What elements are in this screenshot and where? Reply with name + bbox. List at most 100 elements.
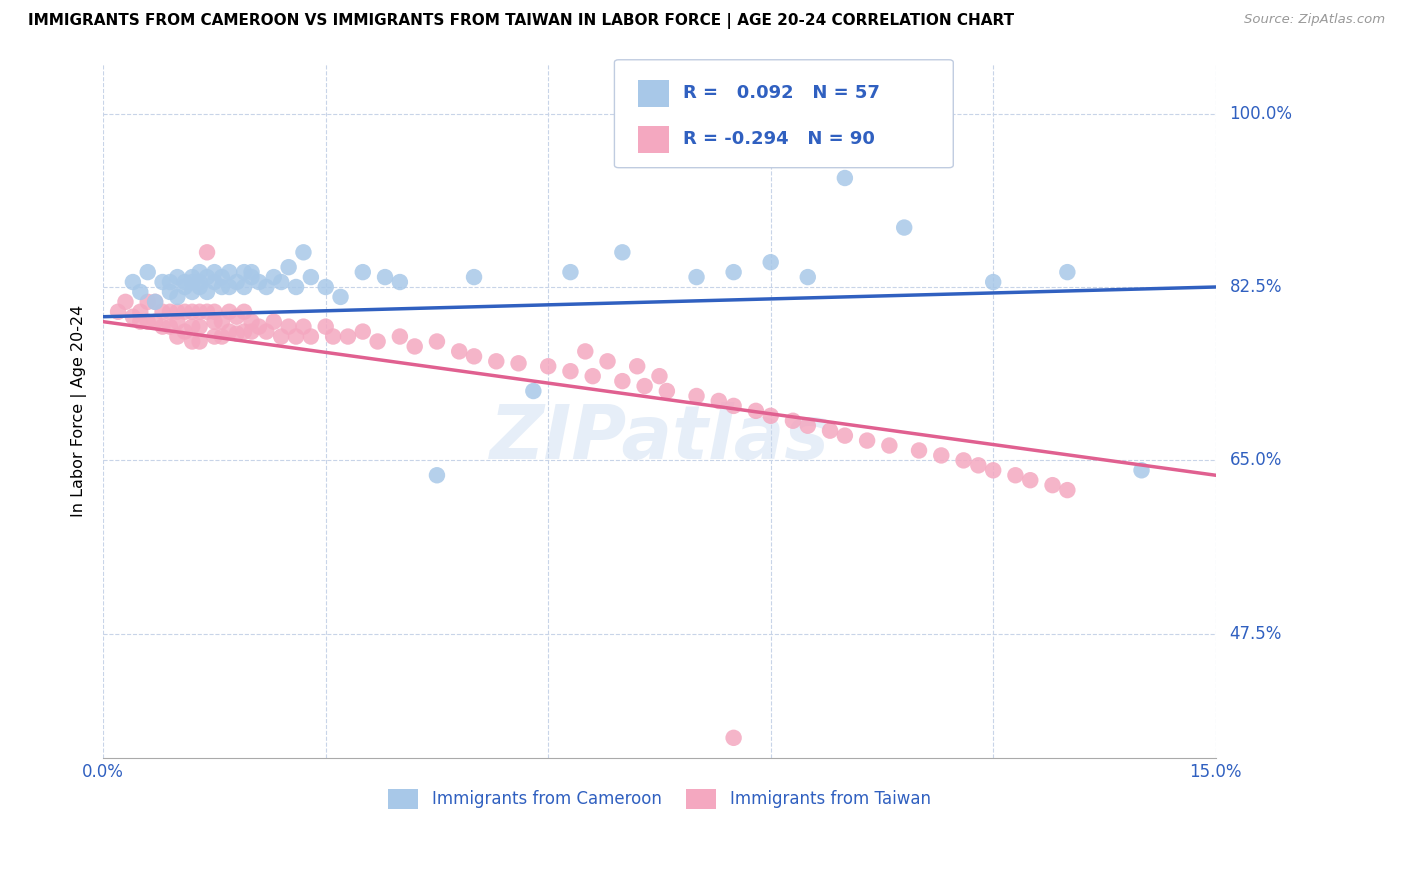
Point	[270, 329, 292, 343]
Point	[188, 280, 211, 294]
Point	[299, 329, 322, 343]
Point	[277, 260, 299, 275]
Point	[181, 305, 204, 319]
Point	[759, 255, 782, 269]
Point	[485, 354, 508, 368]
Point	[166, 329, 188, 343]
Point	[388, 275, 411, 289]
Point	[574, 344, 596, 359]
Point	[981, 463, 1004, 477]
Point	[188, 305, 211, 319]
Point	[173, 280, 195, 294]
Point	[152, 275, 174, 289]
Point	[1019, 473, 1042, 487]
Point	[856, 434, 879, 448]
Point	[204, 275, 226, 289]
Point	[633, 379, 655, 393]
Point	[195, 305, 218, 319]
Point	[426, 334, 449, 349]
Point	[508, 356, 530, 370]
Point	[188, 319, 211, 334]
Point	[560, 265, 582, 279]
Point	[225, 310, 247, 324]
Point	[285, 329, 308, 343]
Point	[204, 315, 226, 329]
Point	[233, 325, 256, 339]
Point	[596, 354, 619, 368]
Point	[797, 270, 820, 285]
Point	[211, 280, 233, 294]
Point	[122, 275, 145, 289]
Point	[136, 294, 159, 309]
Point	[322, 329, 344, 343]
Point	[612, 245, 634, 260]
Point	[336, 329, 359, 343]
Point	[1042, 478, 1064, 492]
Point	[834, 171, 856, 186]
Point	[967, 458, 990, 473]
Point	[159, 305, 181, 319]
Point	[292, 319, 315, 334]
Point	[449, 344, 471, 359]
Point	[188, 265, 211, 279]
Point	[173, 305, 195, 319]
Point	[315, 319, 337, 334]
Point	[181, 334, 204, 349]
Point	[233, 305, 256, 319]
Point	[195, 245, 218, 260]
Point	[166, 305, 188, 319]
Point	[254, 325, 277, 339]
Point	[188, 275, 211, 289]
Point	[181, 319, 204, 334]
Point	[218, 325, 240, 339]
Point	[315, 280, 337, 294]
Point	[685, 270, 707, 285]
Point	[181, 270, 204, 285]
Point	[655, 384, 678, 398]
Point	[560, 364, 582, 378]
Text: ZIPatlas: ZIPatlas	[489, 402, 830, 475]
Point	[218, 265, 240, 279]
Point	[166, 315, 188, 329]
Point	[254, 280, 277, 294]
Point	[129, 305, 152, 319]
Point	[204, 305, 226, 319]
Point	[211, 270, 233, 285]
Point	[263, 315, 285, 329]
Text: R =   0.092   N = 57: R = 0.092 N = 57	[683, 84, 880, 103]
Point	[247, 319, 270, 334]
Point	[211, 329, 233, 343]
Point	[152, 305, 174, 319]
Point	[240, 270, 263, 285]
Point	[159, 319, 181, 334]
Y-axis label: In Labor Force | Age 20-24: In Labor Force | Age 20-24	[72, 305, 87, 517]
Point	[114, 294, 136, 309]
Point	[218, 305, 240, 319]
Point	[195, 270, 218, 285]
Point	[1004, 468, 1026, 483]
Point	[374, 270, 396, 285]
Point	[1056, 265, 1078, 279]
Point	[233, 265, 256, 279]
Point	[107, 305, 129, 319]
Point	[797, 418, 820, 433]
Point	[166, 290, 188, 304]
Point	[759, 409, 782, 423]
Point	[685, 389, 707, 403]
Point	[707, 393, 730, 408]
Point	[723, 731, 745, 745]
Point	[143, 294, 166, 309]
Point	[879, 438, 901, 452]
Point	[404, 339, 426, 353]
Point	[240, 265, 263, 279]
Point	[233, 280, 256, 294]
Point	[299, 270, 322, 285]
Text: IMMIGRANTS FROM CAMEROON VS IMMIGRANTS FROM TAIWAN IN LABOR FORCE | AGE 20-24 CO: IMMIGRANTS FROM CAMEROON VS IMMIGRANTS F…	[28, 13, 1014, 29]
Point	[129, 285, 152, 299]
Point	[181, 275, 204, 289]
Point	[329, 290, 352, 304]
Point	[285, 280, 308, 294]
Point	[908, 443, 931, 458]
Point	[537, 359, 560, 374]
Point	[143, 315, 166, 329]
